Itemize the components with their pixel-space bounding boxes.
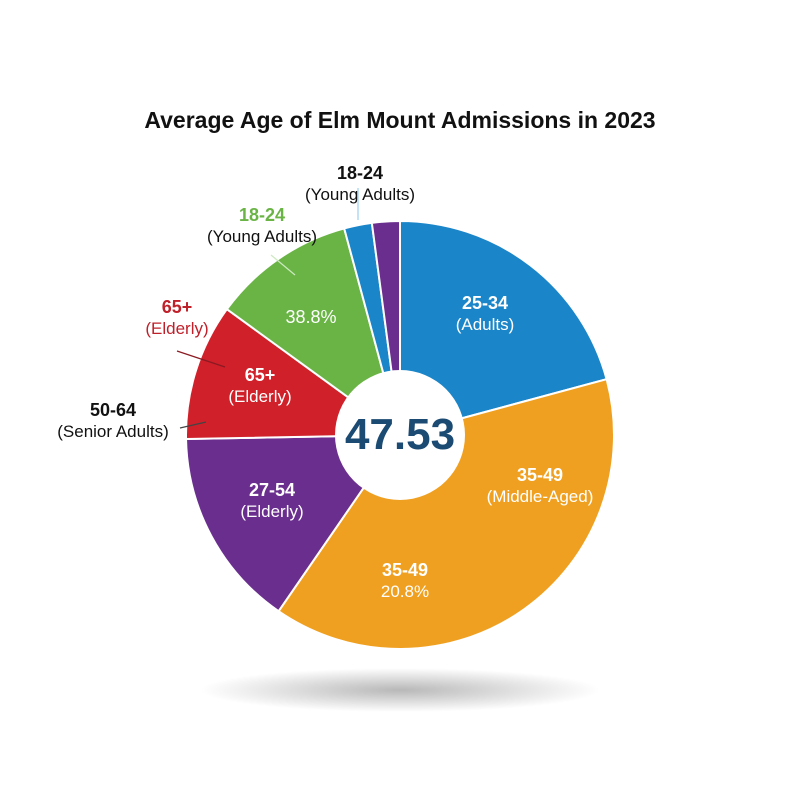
slice-label-middle-aged: 35-49 (Middle-Aged)	[486, 465, 594, 506]
pie-shadow	[200, 668, 600, 712]
outside-label-young-adults-blue: 18-24 (Young Adults)	[305, 163, 415, 204]
pie-slice-2	[185, 433, 402, 613]
slice-label-purple: 27-54 (Elderly)	[240, 480, 304, 521]
leader-line	[176, 350, 226, 368]
pie-slice-0	[399, 219, 608, 437]
slice-label-red: 65+ (Elderly)	[228, 365, 292, 406]
outside-label-elderly: 65+ (Elderly)	[145, 297, 209, 338]
leader-line	[179, 421, 207, 429]
donut-hole	[335, 370, 465, 500]
slice-label-green: 38.8%	[285, 307, 337, 327]
slice-label-adults: 25-34 (Adults)	[455, 293, 515, 334]
pie-slice-4	[225, 227, 402, 438]
slice-label-orange-inner: 35-49 20.8%	[380, 560, 430, 601]
outside-label-young-adults-green: 18-24 (Young Adults)	[207, 205, 317, 246]
pie-slice-1	[277, 377, 615, 650]
outside-label-senior-adults: 50-64 (Senior Adults)	[57, 400, 169, 441]
leader-line	[270, 254, 296, 276]
center-value: 47.53	[344, 410, 456, 459]
chart-title: Average Age of Elm Mount Admissions in 2…	[144, 107, 656, 133]
